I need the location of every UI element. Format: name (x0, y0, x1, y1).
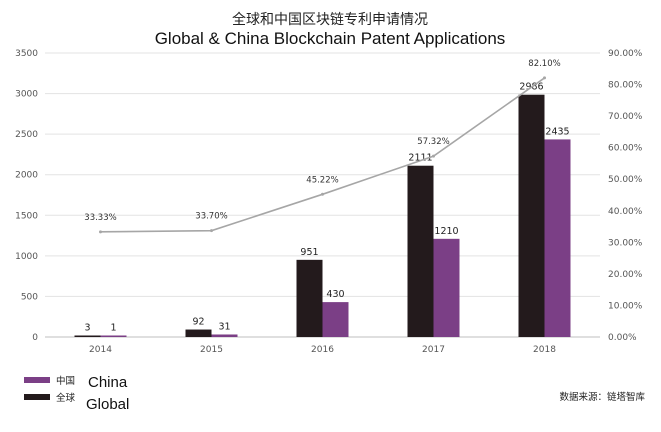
bar-value-label: 92 (192, 317, 204, 328)
bar-china-2016 (322, 302, 349, 337)
bar-value-label: 1210 (434, 226, 458, 237)
x-tick-label: 2016 (311, 345, 334, 355)
percent-label: 33.33% (84, 213, 116, 223)
y2-tick-label: 30.00% (608, 238, 643, 248)
percent-label: 82.10% (528, 59, 560, 69)
y-axis-ticks: 0 500 1000 1500 2000 2500 3000 3500 (15, 49, 38, 343)
bar-value-label: 1 (110, 323, 116, 334)
bar-global-2016 (296, 259, 323, 337)
y2-tick-label: 80.00% (608, 81, 643, 91)
y-tick-label: 1500 (15, 211, 38, 221)
percent-label: 57.32% (417, 137, 449, 147)
bar-value-label: 2111 (408, 153, 432, 164)
y2-tick-label: 20.00% (608, 270, 643, 280)
y-tick-label: 2500 (15, 130, 38, 140)
bar-value-label: 31 (218, 321, 230, 332)
x-tick-label: 2017 (422, 345, 445, 355)
percent-point (321, 192, 324, 196)
source-note: 数据来源：链塔智库 (559, 391, 645, 403)
bar-china-2014 (100, 335, 127, 337)
y2-tick-label: 50.00% (608, 175, 643, 185)
y2-tick-label: 70.00% (608, 112, 643, 122)
x-tick-label: 2018 (533, 345, 556, 355)
legend-swatch-global (24, 394, 50, 400)
percent-point (210, 229, 213, 233)
y2-tick-label: 90.00% (608, 49, 643, 59)
y2-axis-ticks: 0.00% 10.00% 20.00% 30.00% 40.00% 50.00% 60.00… (608, 49, 643, 343)
percent-label: 33.70% (195, 212, 227, 222)
legend-label-global-en: Global (86, 396, 129, 413)
y-tick-label: 0 (32, 333, 38, 343)
bar-global-2014 (74, 335, 101, 337)
y-tick-label: 500 (21, 292, 38, 302)
percent-point (432, 154, 435, 158)
percent-line-path (100, 77, 545, 233)
percent-line: 33.33% 33.70% 45.22% 57.32% 82.10% (84, 59, 561, 234)
legend: 中国 China 全球 Global (24, 374, 129, 413)
percent-point (99, 230, 102, 234)
legend-label-china-en: China (88, 374, 128, 391)
legend-label-china-cn: 中国 (56, 375, 75, 387)
x-axis-ticks: 2014 2015 2016 2017 2018 (89, 345, 556, 355)
y-tick-label: 3000 (15, 90, 38, 100)
bar-china-2018 (544, 139, 571, 337)
bar-global-2015 (185, 329, 212, 337)
y-tick-label: 3500 (15, 49, 38, 59)
y2-tick-label: 10.00% (608, 301, 643, 311)
y-tick-label: 1000 (15, 252, 38, 262)
bar-china-2017 (433, 238, 460, 337)
x-tick-label: 2015 (200, 345, 223, 355)
bar-value-label: 3 (84, 323, 90, 334)
gridlines (45, 52, 600, 297)
y2-tick-label: 0.00% (608, 333, 637, 343)
y2-tick-label: 40.00% (608, 207, 643, 217)
legend-swatch-china (24, 377, 50, 383)
bar-china-2015 (211, 334, 238, 337)
bar-global-2018 (518, 94, 545, 337)
percent-point (543, 76, 546, 80)
bar-global-2017 (407, 165, 434, 337)
y-tick-label: 2000 (15, 171, 38, 181)
percent-label: 45.22% (306, 175, 338, 185)
bar-value-label: 2435 (545, 126, 569, 137)
bar-value-label: 430 (326, 289, 344, 300)
chart-title: 全球和中国区块链专利申请情况 (232, 11, 428, 28)
y2-tick-label: 60.00% (608, 144, 643, 154)
bar-value-label: 951 (300, 247, 318, 258)
chart-subtitle: Global & China Blockchain Patent Applica… (155, 29, 506, 48)
x-tick-label: 2014 (89, 345, 112, 355)
legend-label-global-cn: 全球 (56, 392, 76, 404)
